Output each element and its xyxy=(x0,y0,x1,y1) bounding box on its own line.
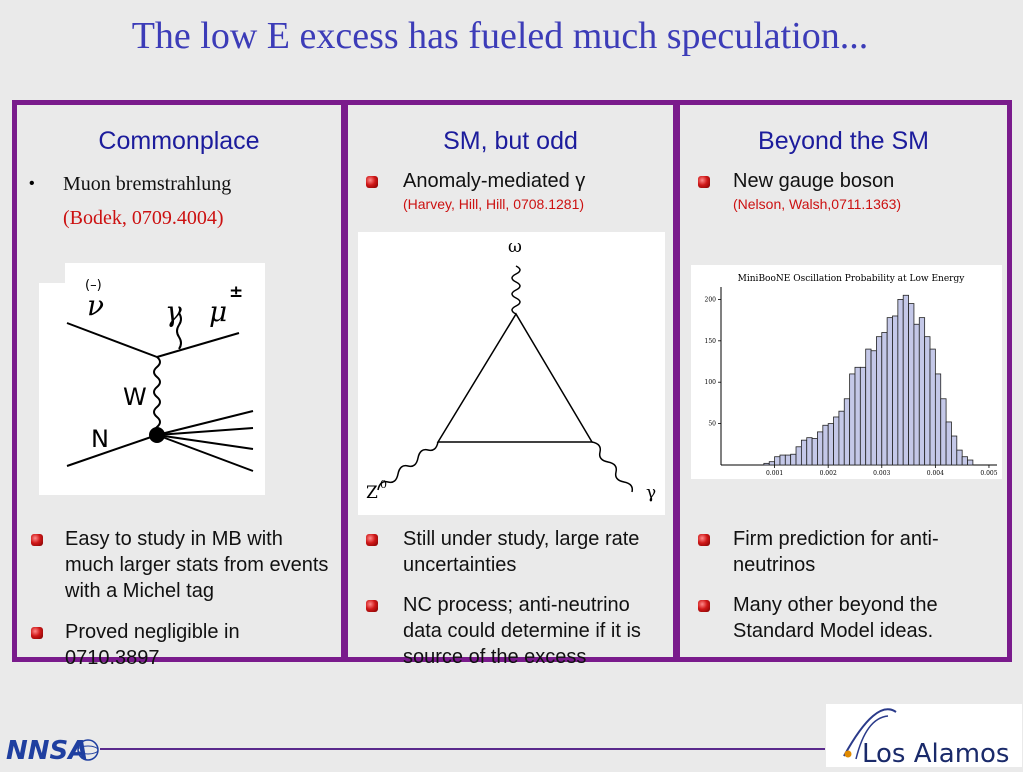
histogram-bar xyxy=(945,421,952,466)
x-tick-label: 0.001 xyxy=(766,470,783,477)
nu-label: ν xyxy=(87,289,104,322)
histogram-bar xyxy=(886,317,893,466)
z-superscript-label: 0 xyxy=(380,478,387,491)
triangle-anomaly-diagram: ω Z 0 γ xyxy=(358,232,665,515)
histogram-bar xyxy=(800,439,808,466)
bullet-text: Many other beyond the Standard Model ide… xyxy=(733,594,938,642)
footer-rule xyxy=(100,748,825,750)
reference: (Nelson, Walsh,0711.1363) xyxy=(733,196,902,212)
bullet-text: Proved negligible in 0710.3897 xyxy=(65,621,240,669)
histogram-bar xyxy=(795,446,802,466)
histogram-chart: MiniBooNE Oscillation Probability at Low… xyxy=(691,265,1002,479)
histogram-bar xyxy=(913,323,920,466)
histogram-bar xyxy=(763,462,770,466)
histogram-bar xyxy=(817,431,824,466)
reference: (Bodek, 0709.4004) xyxy=(63,207,224,229)
histogram-bar xyxy=(929,348,936,466)
panel-beyond-sm: Beyond the SM New gauge boson (Nelson, W… xyxy=(675,100,1012,662)
histogram-bar xyxy=(806,437,813,466)
x-tick-label: 0.003 xyxy=(873,470,890,477)
feynman-diagram-bremsstrahlung: (–) ν γ μ ± W N xyxy=(39,263,265,495)
histogram-bar xyxy=(908,303,915,466)
panel-heading: Beyond the SM xyxy=(758,127,929,155)
histogram-bar xyxy=(934,373,942,466)
histogram-bar xyxy=(902,294,909,466)
nnsa-logo: NNSA xyxy=(4,733,100,766)
histogram-bar xyxy=(822,424,829,466)
nnsa-logo-text: NNSA xyxy=(6,736,88,765)
x-tick-label: 0.004 xyxy=(927,470,944,477)
histogram-svg: MiniBooNE Oscillation Probability at Low… xyxy=(705,274,998,477)
nu-bar-label: (–) xyxy=(85,278,102,293)
bullet-text: NC process; anti-neutrino data could det… xyxy=(403,594,641,668)
y-tick-label: 150 xyxy=(705,338,717,345)
x-tick-label: 0.002 xyxy=(820,470,837,477)
y-tick-label: 50 xyxy=(708,421,716,428)
histogram-bar xyxy=(790,453,797,466)
histogram-bar xyxy=(897,299,904,466)
histogram-bar xyxy=(918,317,926,466)
panel-heading: Commonplace xyxy=(98,127,260,155)
muon-sign-label: ± xyxy=(229,282,243,302)
histogram-bar xyxy=(956,449,963,466)
histogram-bar xyxy=(881,332,888,466)
bullet-text: Firm prediction for anti-neutrinos xyxy=(733,528,939,576)
y-tick-label: 100 xyxy=(705,379,717,386)
list-item: Anomaly-mediated γ xyxy=(403,170,586,192)
gamma-label: γ xyxy=(165,295,182,328)
histogram-bar xyxy=(876,336,883,466)
los-alamos-logo: Los Alamos xyxy=(826,704,1022,769)
histogram-bar xyxy=(774,456,781,466)
histogram-bar xyxy=(854,366,861,466)
reference: (Harvey, Hill, Hill, 0708.1281) xyxy=(403,196,585,212)
histogram-bar xyxy=(811,438,818,466)
panel-heading: SM, but odd xyxy=(443,127,578,155)
histogram-bar xyxy=(870,350,877,466)
histogram-bar xyxy=(833,416,840,466)
bullet-icon xyxy=(366,176,378,188)
histogram-bar xyxy=(768,461,775,466)
histogram-bar xyxy=(967,459,974,466)
panel-sm-but-odd: SM, but odd Anomaly-mediated γ (Harvey, … xyxy=(343,100,678,668)
muon-label: μ xyxy=(209,295,227,328)
histogram-bar xyxy=(865,348,872,466)
histogram-bar xyxy=(859,366,867,466)
z-boson-label: Z xyxy=(366,483,378,503)
gamma-label: γ xyxy=(646,483,656,503)
histogram-bar xyxy=(961,456,968,466)
chart-title: MiniBooNE Oscillation Probability at Low… xyxy=(738,274,966,284)
dot-bullet-icon: • xyxy=(29,175,35,192)
x-tick-label: 0.005 xyxy=(980,470,997,477)
histogram-bar xyxy=(779,454,786,466)
histogram-bar xyxy=(827,423,834,466)
bullet-icon xyxy=(366,534,378,546)
list-item: Muon bremstrahlung xyxy=(63,173,232,195)
bullet-icon xyxy=(31,534,43,546)
los-alamos-logo-text: Los Alamos xyxy=(862,739,1009,767)
histogram-bar xyxy=(838,410,845,466)
histogram-bar xyxy=(940,398,947,466)
histogram-bar xyxy=(843,398,851,466)
bullet-icon xyxy=(31,627,43,639)
triangle-svg: ω Z 0 γ xyxy=(366,237,656,503)
nucleus-label: N xyxy=(91,425,109,453)
w-boson-label: W xyxy=(123,383,147,411)
histogram-bar xyxy=(924,336,931,466)
bullet-text: Still under study, large rate uncertaint… xyxy=(403,528,640,576)
panel-commonplace: Commonplace • Muon bremstrahlung (Bodek,… xyxy=(12,100,346,669)
list-item: New gauge boson xyxy=(733,170,895,192)
bullet-icon xyxy=(698,600,710,612)
histogram-bar xyxy=(784,454,792,466)
feynman-svg: (–) ν γ μ ± W N xyxy=(39,263,254,495)
histogram-bar xyxy=(951,435,958,466)
bullet-icon xyxy=(698,176,710,188)
omega-label: ω xyxy=(508,237,522,257)
bullet-icon xyxy=(366,600,378,612)
histogram-bar xyxy=(892,315,899,466)
slide-title: The low E excess has fueled much specula… xyxy=(131,15,869,57)
bullet-icon xyxy=(698,534,710,546)
histogram-bar xyxy=(849,373,856,466)
bullet-text: Easy to study in MB with much larger sta… xyxy=(65,528,329,602)
y-tick-label: 200 xyxy=(705,296,717,303)
